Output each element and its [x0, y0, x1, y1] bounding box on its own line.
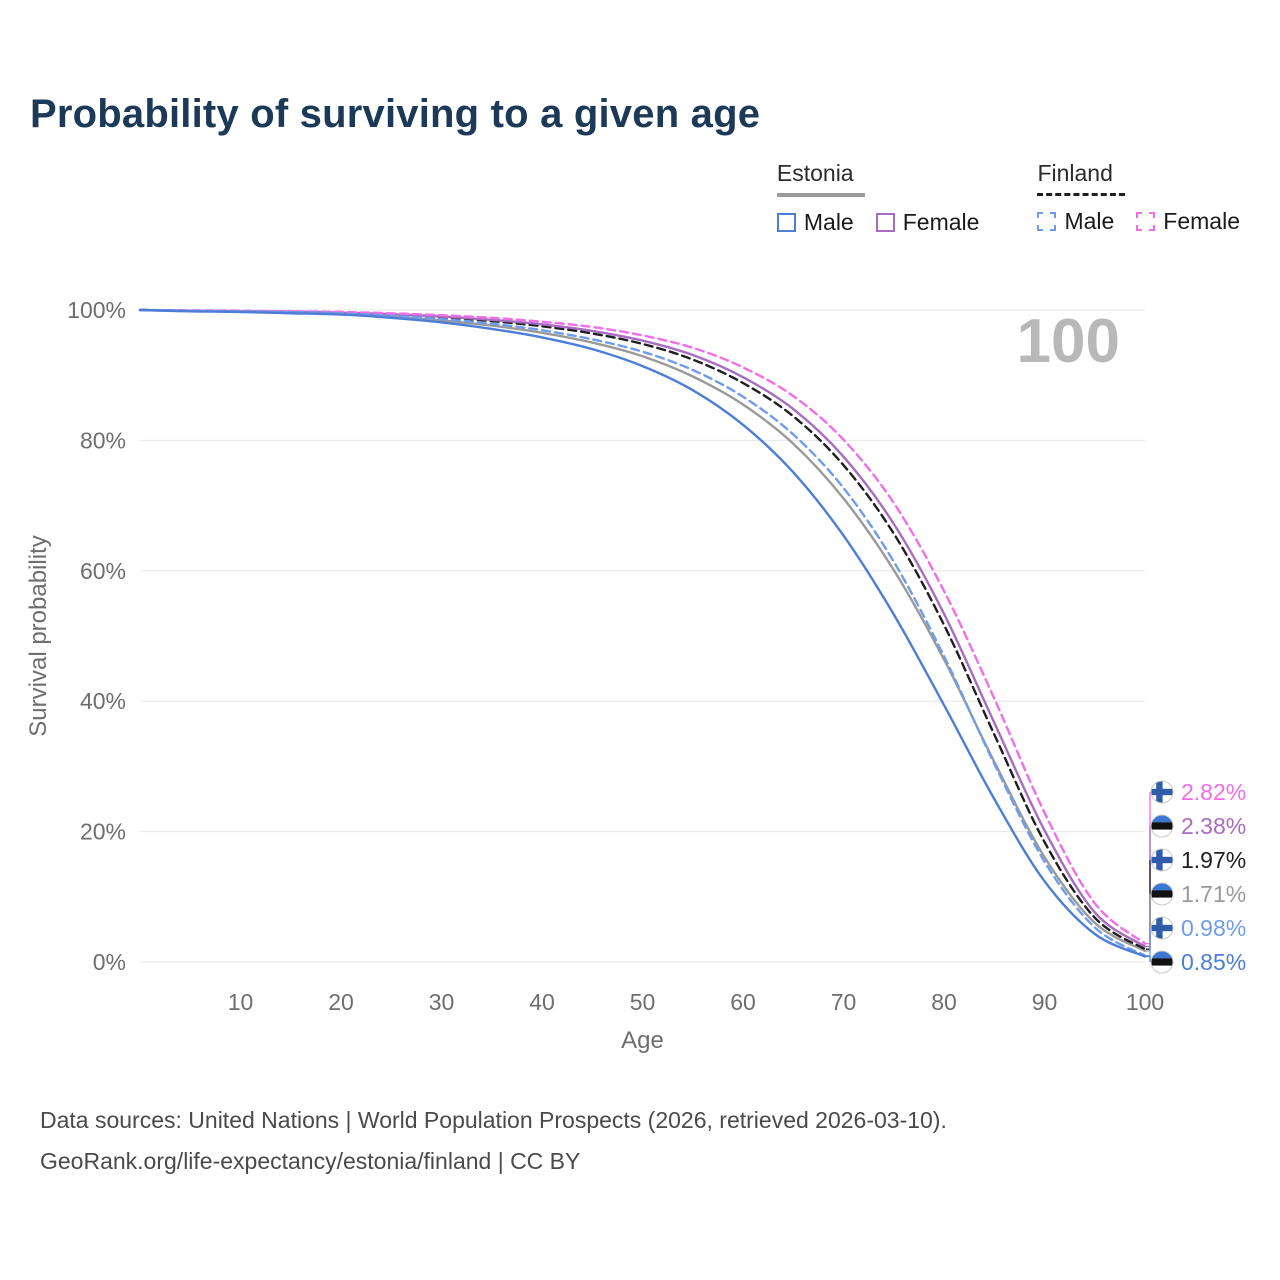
x-tick-label: 80 [931, 989, 957, 1015]
finland-flag-icon [1150, 780, 1174, 804]
series-line-estonia-all[interactable] [138, 308, 1147, 953]
estonia-flag-icon [1150, 950, 1174, 974]
x-axis-title: Age [621, 1027, 664, 1054]
end-label-value-finland-male: 0.98% [1181, 915, 1246, 941]
legend-group-title: Estonia [776, 160, 854, 186]
x-tick-label: 70 [831, 989, 857, 1015]
swatch-icon [776, 213, 796, 232]
y-tick-label: 40% [80, 688, 126, 714]
estonia-flag-icon [1150, 882, 1174, 906]
legend: Estonia Male Female Finland Male Female [776, 160, 1240, 236]
legend-item-estonia-male[interactable]: Male [776, 209, 854, 236]
finland-flag-icon [1150, 848, 1174, 872]
estonia-line-sample-icon [776, 193, 865, 197]
y-axis-title: Survival probability [25, 535, 52, 736]
x-tick-label: 100 [1126, 989, 1164, 1015]
y-tick-label: 20% [80, 819, 126, 845]
x-tick-label: 90 [1032, 989, 1058, 1015]
swatch-icon [1037, 212, 1057, 231]
x-tick-label: 20 [328, 989, 354, 1015]
legend-group-title: Finland [1037, 160, 1113, 186]
legend-item-finland-male[interactable]: Male [1037, 208, 1114, 235]
x-tick-label: 10 [228, 989, 254, 1015]
legend-item-label: Female [902, 209, 980, 235]
series-line-estonia-male[interactable] [138, 308, 1147, 958]
finland-flag-icon [1150, 916, 1174, 940]
legend-item-estonia-female[interactable]: Female [875, 209, 980, 236]
end-label-value-estonia-female: 2.38% [1181, 813, 1246, 839]
annotation-age-100: 100 [1017, 307, 1120, 376]
legend-item-label: Female [1163, 208, 1240, 234]
x-tick-label: 30 [429, 989, 455, 1015]
swatch-icon [1136, 212, 1156, 231]
end-label-value-finland-female: 2.82% [1181, 779, 1246, 805]
end-label-value-estonia-male: 0.85% [1181, 949, 1246, 975]
legend-group-estonia: Estonia Male Female [776, 160, 980, 236]
swatch-icon [875, 213, 895, 232]
y-tick-label: 60% [80, 558, 126, 584]
page-title: Probability of surviving to a given age [30, 92, 761, 136]
legend-item-label: Male [1064, 208, 1115, 234]
y-tick-label: 80% [80, 427, 126, 453]
series-line-finland-female[interactable] [138, 308, 1147, 945]
x-tick-label: 50 [630, 989, 656, 1015]
data-sources-text: Data sources: United Nations | World Pop… [40, 1107, 947, 1133]
x-tick-label: 40 [529, 989, 555, 1015]
attribution-link-text[interactable]: GeoRank.org/life-expectancy/estonia/finl… [40, 1148, 581, 1174]
legend-item-label: Male [803, 209, 854, 235]
legend-item-finland-female[interactable]: Female [1136, 208, 1240, 235]
y-tick-label: 0% [93, 949, 126, 975]
end-label-value-finland-all: 1.97% [1181, 847, 1246, 873]
legend-group-finland: Finland Male Female [1037, 160, 1240, 236]
end-label-connector [1146, 955, 1151, 962]
footer: Data sources: United Nations | World Pop… [40, 1100, 947, 1182]
x-tick-label: 60 [730, 989, 756, 1015]
y-tick-label: 100% [67, 297, 126, 323]
end-label-connector [1146, 928, 1151, 957]
series-line-finland-all[interactable] [138, 308, 1147, 951]
series-line-finland-male[interactable] [138, 308, 1147, 957]
series-line-estonia-female[interactable] [138, 308, 1147, 948]
end-label-value-estonia-all: 1.71% [1181, 881, 1246, 907]
finland-line-sample-icon [1037, 193, 1126, 196]
estonia-flag-icon [1150, 814, 1174, 838]
